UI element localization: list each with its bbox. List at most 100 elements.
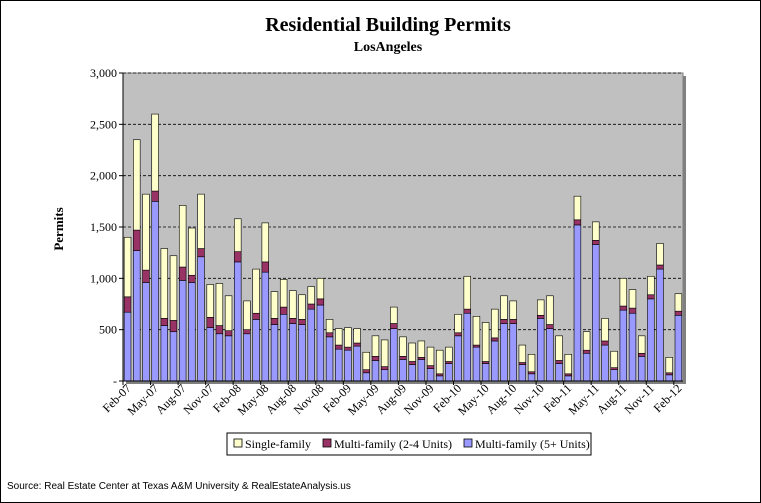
- bar-multi-2-4: [426, 365, 435, 369]
- bar-single-family: [546, 295, 554, 325]
- bar-multi-2-4: [307, 303, 315, 310]
- x-tick-label: May-09: [345, 381, 382, 418]
- x-tick-label: Nov-07: [181, 381, 217, 417]
- bar-multi-2-4: [582, 349, 591, 354]
- bar-multi-5plus: [463, 312, 471, 382]
- bar-multi-2-4: [518, 362, 527, 365]
- bar-single-family: [619, 278, 628, 307]
- bar-multi-2-4: [234, 251, 242, 263]
- bar-multi-2-4: [224, 330, 233, 337]
- bar-single-family: [399, 336, 407, 357]
- bar-single-family: [592, 221, 600, 241]
- bar-single-family: [252, 268, 260, 314]
- bar-single-family: [564, 354, 572, 375]
- bar-single-family: [151, 113, 159, 192]
- x-tick-label: Nov-09: [401, 381, 437, 417]
- x-tick-label: Aug-07: [153, 381, 189, 417]
- bar-multi-5plus: [270, 324, 279, 382]
- bar-multi-2-4: [178, 266, 187, 281]
- bar-multi-5plus: [169, 331, 178, 382]
- bar-multi-2-4: [454, 332, 462, 337]
- bar-single-family: [316, 278, 325, 300]
- bar-multi-2-4: [417, 357, 426, 360]
- x-tick-label: May-11: [565, 381, 601, 417]
- x-tick-label: May-10: [455, 381, 492, 418]
- bar-multi-2-4: [197, 248, 205, 258]
- bar-single-family: [445, 346, 453, 362]
- bar-single-family: [362, 351, 370, 371]
- bar-multi-5plus: [582, 352, 591, 382]
- y-tick-label: 3,000: [90, 66, 117, 80]
- bar-single-family: [380, 339, 389, 367]
- chart-title: Residential Building Permits: [265, 14, 511, 36]
- bar-multi-2-4: [573, 219, 582, 226]
- bar-multi-2-4: [279, 306, 288, 315]
- x-tick-label: Aug-11: [594, 381, 630, 417]
- bar-multi-2-4: [298, 319, 306, 325]
- bar-multi-5plus: [665, 374, 673, 382]
- bar-multi-2-4: [481, 361, 490, 364]
- bar-single-family: [298, 294, 306, 320]
- bar-multi-2-4: [188, 274, 196, 283]
- bar-multi-2-4: [601, 340, 609, 346]
- bar-multi-2-4: [169, 320, 178, 333]
- legend-label-multi-family-2-4: Multi-family (2-4 Units): [334, 437, 452, 451]
- bar-single-family: [160, 248, 169, 319]
- bar-multi-2-4: [151, 190, 159, 202]
- bar-multi-2-4: [362, 369, 370, 374]
- bar-single-family: [674, 293, 683, 312]
- bar-multi-2-4: [325, 332, 334, 338]
- y-axis-label: Permits: [51, 207, 66, 250]
- bar-multi-2-4: [665, 372, 673, 376]
- bar-multi-5plus: [160, 325, 169, 382]
- bar-single-family: [344, 327, 352, 348]
- bar-multi-5plus: [417, 359, 426, 382]
- bar-multi-5plus: [206, 327, 214, 382]
- bar-multi-2-4: [252, 312, 260, 320]
- bar-multi-2-4: [674, 310, 683, 316]
- bar-multi-5plus: [252, 319, 260, 382]
- bar-single-family: [371, 335, 380, 357]
- bar-single-family: [133, 139, 141, 231]
- bar-multi-2-4: [491, 337, 499, 342]
- bar-multi-5plus: [344, 349, 352, 382]
- bar-multi-5plus: [637, 356, 646, 382]
- bar-multi-2-4: [592, 240, 600, 245]
- bar-multi-5plus: [454, 335, 462, 382]
- bar-multi-5plus: [243, 333, 251, 382]
- y-tick-label: 1,000: [90, 271, 117, 285]
- bar-single-family: [647, 275, 655, 296]
- bar-multi-5plus: [426, 368, 435, 382]
- bar-single-family: [390, 306, 398, 324]
- bar-multi-5plus: [445, 363, 453, 382]
- y-tick-label: 2,000: [90, 169, 117, 183]
- bar-single-family: [601, 318, 609, 342]
- bar-single-family: [224, 295, 233, 332]
- bar-multi-5plus: [316, 304, 325, 382]
- bar-multi-2-4: [160, 318, 169, 326]
- bar-multi-5plus: [436, 375, 444, 382]
- bar-multi-5plus: [491, 340, 499, 382]
- bar-single-family: [417, 340, 426, 358]
- bar-single-family: [325, 319, 334, 334]
- bar-multi-2-4: [335, 344, 343, 350]
- bar-multi-5plus: [390, 328, 398, 382]
- bar-multi-5plus: [481, 363, 490, 382]
- y-tick-label: 1,500: [90, 220, 117, 234]
- bar-single-family: [637, 335, 646, 354]
- y-tick-label: 500: [99, 323, 117, 337]
- x-tick-label: May-07: [124, 381, 161, 418]
- bar-multi-5plus: [151, 201, 159, 382]
- bar-multi-5plus: [610, 369, 618, 382]
- bar-single-family: [463, 275, 471, 310]
- bar-multi-2-4: [371, 356, 380, 361]
- source-note: Source: Real Estate Center at Texas A&M …: [7, 481, 351, 492]
- bar-multi-2-4: [628, 307, 637, 314]
- bar-multi-2-4: [289, 318, 297, 324]
- bar-single-family: [307, 286, 315, 305]
- bar-multi-2-4: [390, 323, 398, 329]
- plot-area: -5001,0001,5002,0002,5003,000Feb-07May-0…: [90, 66, 686, 418]
- bar-multi-5plus: [601, 344, 609, 382]
